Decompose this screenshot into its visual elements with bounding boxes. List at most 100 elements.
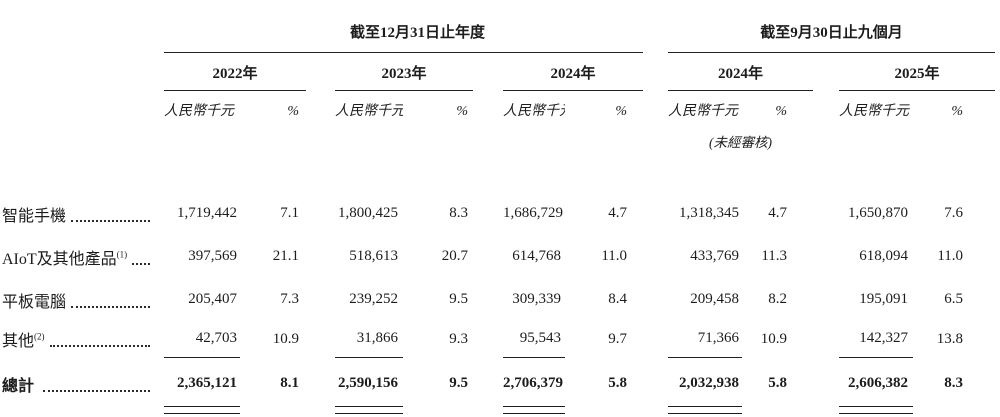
empty-cell (403, 357, 473, 367)
column-gap (473, 90, 503, 122)
total-percent-cell: 5.8 (608, 375, 628, 391)
column-gap (643, 367, 668, 400)
unit-header: 人民幣千元 (668, 104, 739, 119)
column-gap (473, 192, 503, 235)
table-row-aiot-products: AIoT及其他產品(1) 397,569 21.1 518,613 20.7 6… (0, 235, 995, 278)
empty-cell (565, 357, 643, 367)
percent-cell: 21.1 (272, 248, 299, 264)
column-gap (306, 235, 335, 278)
percent-cell: 8.3 (449, 205, 468, 221)
column-gap (473, 278, 503, 321)
amount-cell: 433,769 (690, 248, 740, 264)
row-label: 其他(2) (2, 331, 45, 350)
unaudited-note-row: (未經審核) (0, 122, 995, 152)
empty-cell (0, 122, 668, 152)
single-rule (668, 356, 743, 367)
amount-cell: 1,719,442 (177, 205, 237, 221)
column-gap (473, 235, 503, 278)
table-row-tablets: 平板電腦 205,407 7.3 239,252 9.5 309,339 8.4… (0, 278, 995, 321)
year-header-2024: 2024年 (503, 52, 644, 91)
total-percent-cell: 8.1 (280, 375, 299, 391)
period-header-nine-months: 截至9月30日止九個月 (668, 4, 996, 53)
row-label-cell: 總計 (0, 367, 164, 400)
percent-cell: 8.2 (768, 291, 788, 307)
footnote-marker: (2) (34, 331, 45, 342)
percent-cell: 9.3 (449, 330, 468, 347)
column-gap (643, 192, 668, 235)
unit-header: 人民幣千元 (503, 104, 565, 119)
single-rule (839, 356, 914, 367)
double-rule-cell (335, 400, 403, 416)
double-rule-cell (668, 400, 743, 416)
empty-cell (240, 400, 306, 416)
empty-cell (913, 400, 995, 416)
spacer-row (0, 152, 995, 192)
amount-cell: 1,686,729 (503, 205, 563, 221)
row-label: AIoT及其他產品(1) (2, 249, 128, 268)
footnote-marker: (1) (116, 249, 128, 260)
group-gap (643, 4, 668, 52)
total-label: 總計 (2, 377, 35, 395)
row-label-cell: AIoT及其他產品(1) (0, 235, 164, 278)
table-row-total: 總計 2,365,121 8.1 2,590,156 9.5 2,706,379… (0, 367, 995, 400)
amount-cell: 142,327 (859, 330, 909, 347)
unit-header: 人民幣千元 (164, 104, 234, 119)
column-gap (473, 357, 503, 367)
percent-header: % (287, 104, 299, 119)
total-amount-cell: 2,590,156 (338, 375, 398, 391)
column-gap (306, 400, 335, 416)
revenue-breakdown-table: 截至12月31日止年度 截至9月30日止九個月 2022年 2023年 2024… (0, 4, 996, 416)
percent-cell: 10.9 (272, 330, 299, 347)
amount-cell: 209,458 (690, 291, 740, 307)
column-gap (643, 357, 668, 367)
column-gap (813, 357, 839, 367)
column-gap (813, 192, 839, 235)
dot-leader (49, 345, 150, 347)
percent-cell: 7.1 (280, 205, 299, 221)
column-gap (643, 235, 668, 278)
column-gap (813, 52, 839, 90)
double-rule (668, 405, 743, 414)
dot-leader (43, 389, 150, 392)
year-header-2025-9m: 2025年 (839, 52, 996, 91)
empty-cell (403, 400, 473, 416)
empty-corner-cell (0, 4, 164, 52)
percent-cell: 11.3 (761, 248, 788, 264)
percent-cell: 11.0 (601, 248, 628, 264)
total-double-rule-row (0, 400, 995, 416)
empty-cell (742, 400, 813, 416)
empty-cell (0, 90, 164, 122)
percent-cell: 9.5 (449, 291, 468, 307)
double-rule (335, 405, 403, 414)
double-rule (503, 405, 565, 414)
column-gap (813, 367, 839, 400)
double-rule (839, 405, 914, 414)
column-gap (306, 278, 335, 321)
column-gap (813, 321, 839, 357)
row-label-cell: 其他(2) (0, 321, 164, 357)
percent-header: % (775, 104, 788, 119)
amount-cell: 397,569 (188, 248, 237, 264)
percent-cell: 13.8 (936, 330, 964, 347)
unaudited-note: (未經審核) (709, 135, 773, 150)
double-rule-cell (839, 400, 914, 416)
total-amount-cell: 2,365,121 (177, 375, 237, 391)
row-label-cell: 平板電腦 (0, 278, 164, 321)
percent-cell: 4.7 (608, 205, 628, 221)
amount-cell: 1,650,870 (848, 205, 909, 221)
amount-cell: 205,407 (188, 291, 237, 307)
column-gap (306, 52, 335, 90)
column-gap (473, 321, 503, 357)
empty-cell (0, 357, 164, 367)
amount-cell: 195,091 (859, 291, 909, 307)
column-gap (813, 235, 839, 278)
single-rule (335, 356, 403, 367)
amount-cell: 95,543 (519, 330, 561, 347)
year-header-2023: 2023年 (335, 52, 473, 91)
dot-leader (71, 305, 150, 308)
row-label: 平板電腦 (2, 293, 67, 311)
empty-cell (0, 52, 164, 90)
amount-cell: 518,613 (349, 248, 398, 264)
empty-cell (565, 400, 643, 416)
total-amount-cell: 2,606,382 (848, 375, 909, 391)
